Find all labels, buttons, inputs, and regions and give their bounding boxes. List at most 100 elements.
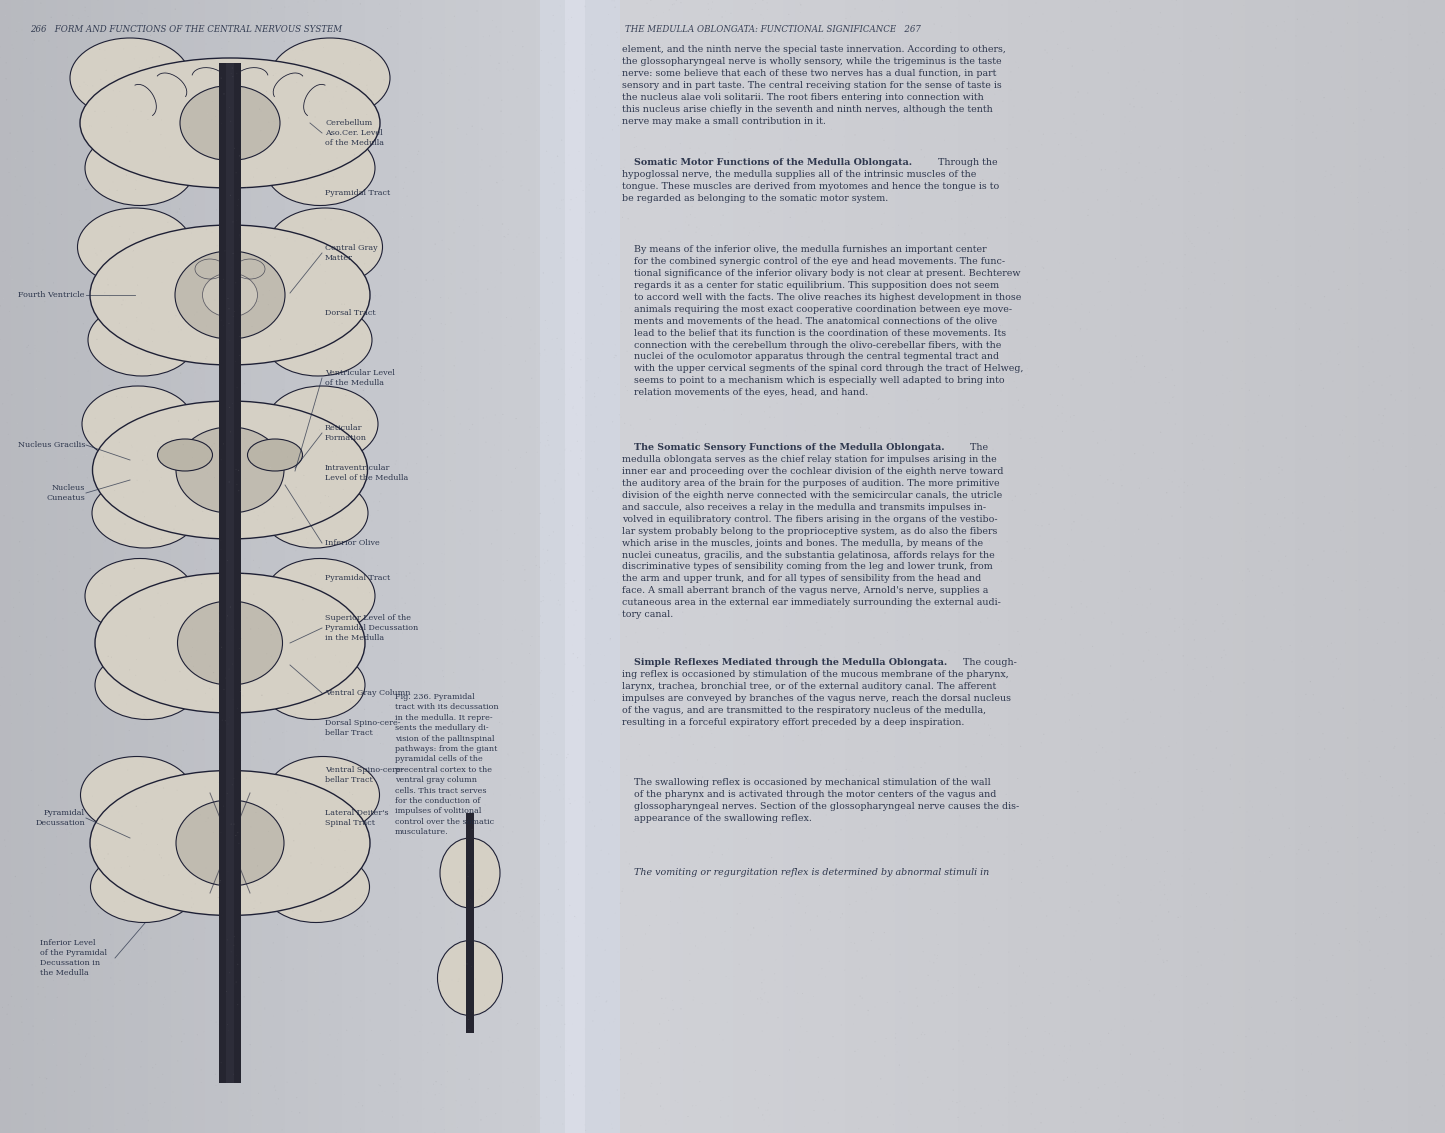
Point xyxy=(1373,809,1396,827)
Point xyxy=(397,153,420,171)
Point xyxy=(228,45,251,63)
Point xyxy=(519,1108,542,1126)
Point xyxy=(1124,764,1147,782)
Point xyxy=(926,390,949,408)
Point xyxy=(1264,29,1287,48)
Point xyxy=(351,382,374,400)
Point xyxy=(201,437,224,455)
Point xyxy=(873,204,896,222)
Point xyxy=(646,1053,669,1071)
Point xyxy=(124,39,147,57)
Point xyxy=(113,26,136,44)
Point xyxy=(788,324,811,342)
Point xyxy=(522,552,545,570)
Point xyxy=(1300,1073,1324,1091)
Point xyxy=(1266,927,1289,945)
Point xyxy=(238,1036,262,1054)
Point xyxy=(733,530,756,548)
Point xyxy=(301,646,324,664)
Point xyxy=(1030,627,1053,645)
Point xyxy=(3,330,26,348)
Point xyxy=(977,1096,1000,1114)
Point xyxy=(383,879,406,897)
Point xyxy=(887,216,910,235)
Point xyxy=(715,757,738,775)
Point xyxy=(1019,228,1042,246)
Point xyxy=(257,823,280,841)
Point xyxy=(948,445,971,463)
Point xyxy=(0,69,17,87)
Point xyxy=(965,646,988,664)
Point xyxy=(1178,172,1201,190)
Point xyxy=(738,364,762,382)
Point xyxy=(458,432,481,450)
Point xyxy=(1413,673,1436,691)
Point xyxy=(666,184,689,202)
Point xyxy=(1127,154,1150,172)
Point xyxy=(821,1028,844,1046)
Point xyxy=(251,973,275,991)
Point xyxy=(56,894,79,912)
Point xyxy=(341,306,364,324)
Point xyxy=(178,569,201,587)
Point xyxy=(949,523,972,542)
Point xyxy=(325,1067,348,1085)
Point xyxy=(221,394,244,412)
Point xyxy=(754,1101,777,1119)
Point xyxy=(127,800,150,818)
Point xyxy=(948,258,971,276)
Point xyxy=(1389,343,1412,361)
Point xyxy=(296,500,319,518)
Point xyxy=(65,585,88,603)
Point xyxy=(1042,78,1065,96)
Point xyxy=(1253,453,1276,471)
Point xyxy=(1315,833,1338,851)
Point xyxy=(149,242,172,261)
Point xyxy=(243,900,266,918)
Point xyxy=(1353,402,1376,420)
Point xyxy=(1251,1041,1274,1059)
Point xyxy=(959,212,983,230)
Point xyxy=(1211,240,1234,258)
Point xyxy=(605,178,629,196)
Point xyxy=(178,818,201,836)
Point xyxy=(247,292,270,310)
Point xyxy=(176,254,199,272)
Point xyxy=(640,85,663,103)
Point xyxy=(1126,169,1149,187)
Point xyxy=(802,651,825,670)
Point xyxy=(666,199,689,218)
Point xyxy=(49,767,72,785)
Point xyxy=(608,262,631,280)
Point xyxy=(827,347,850,365)
Point xyxy=(831,484,854,502)
Point xyxy=(786,985,809,1003)
Point xyxy=(208,552,231,570)
Point xyxy=(574,630,597,648)
Point xyxy=(370,266,393,284)
Point xyxy=(442,408,465,426)
Point xyxy=(698,367,721,385)
Point xyxy=(738,224,762,242)
Point xyxy=(52,641,75,659)
Point xyxy=(1149,991,1172,1010)
Point xyxy=(0,249,23,267)
Point xyxy=(87,442,110,460)
Point xyxy=(850,252,873,270)
Point xyxy=(1149,872,1172,891)
Point xyxy=(841,240,864,258)
Point xyxy=(585,460,608,478)
Point xyxy=(386,0,409,17)
Point xyxy=(137,883,160,901)
Point xyxy=(461,1098,484,1116)
Point xyxy=(942,979,965,997)
Point xyxy=(954,214,977,232)
Point xyxy=(553,1075,577,1093)
Point xyxy=(1178,280,1201,298)
Point xyxy=(795,1022,818,1040)
Point xyxy=(841,356,864,374)
Point xyxy=(1051,813,1074,832)
Point xyxy=(821,666,844,684)
Point xyxy=(276,928,299,946)
Point xyxy=(224,164,247,182)
